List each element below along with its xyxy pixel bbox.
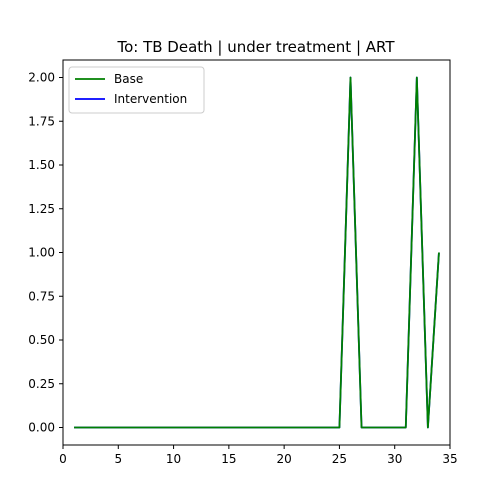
y-tick-label: 1.00 [28, 246, 55, 260]
series-line-base [74, 76, 440, 429]
x-tick-label: 30 [387, 452, 402, 466]
y-tick-label: 0.50 [28, 333, 55, 347]
x-tick-label: 0 [59, 452, 67, 466]
x-tick-label: 5 [114, 452, 122, 466]
y-tick-label: 0.00 [28, 421, 55, 435]
legend: Base Intervention [68, 66, 205, 114]
y-tick-label: 1.75 [28, 114, 55, 128]
x-axis: 0 5 10 15 20 25 30 35 [59, 445, 458, 466]
y-axis: 0.00 0.25 0.50 0.75 1.00 1.25 1.50 1.75 2.00 [28, 71, 63, 435]
x-tick-label: 35 [442, 452, 457, 466]
y-tick-label: 2.00 [28, 71, 55, 85]
chart-title: To: TB Death | under treatment | ART [116, 38, 395, 56]
legend-label-base: Base [114, 72, 143, 86]
x-tick-label: 20 [277, 452, 292, 466]
y-tick-label: 0.25 [28, 377, 55, 391]
x-tick-label: 25 [332, 452, 347, 466]
plot-area [62, 59, 451, 446]
x-tick-label: 15 [221, 452, 236, 466]
y-tick-label: 1.50 [28, 158, 55, 172]
series-layer [74, 76, 440, 429]
y-tick-label: 0.75 [28, 289, 55, 303]
y-tick-label: 1.25 [28, 202, 55, 216]
series-line-intervention [74, 76, 440, 429]
x-tick-label: 10 [166, 452, 181, 466]
legend-label-intervention: Intervention [114, 92, 187, 106]
